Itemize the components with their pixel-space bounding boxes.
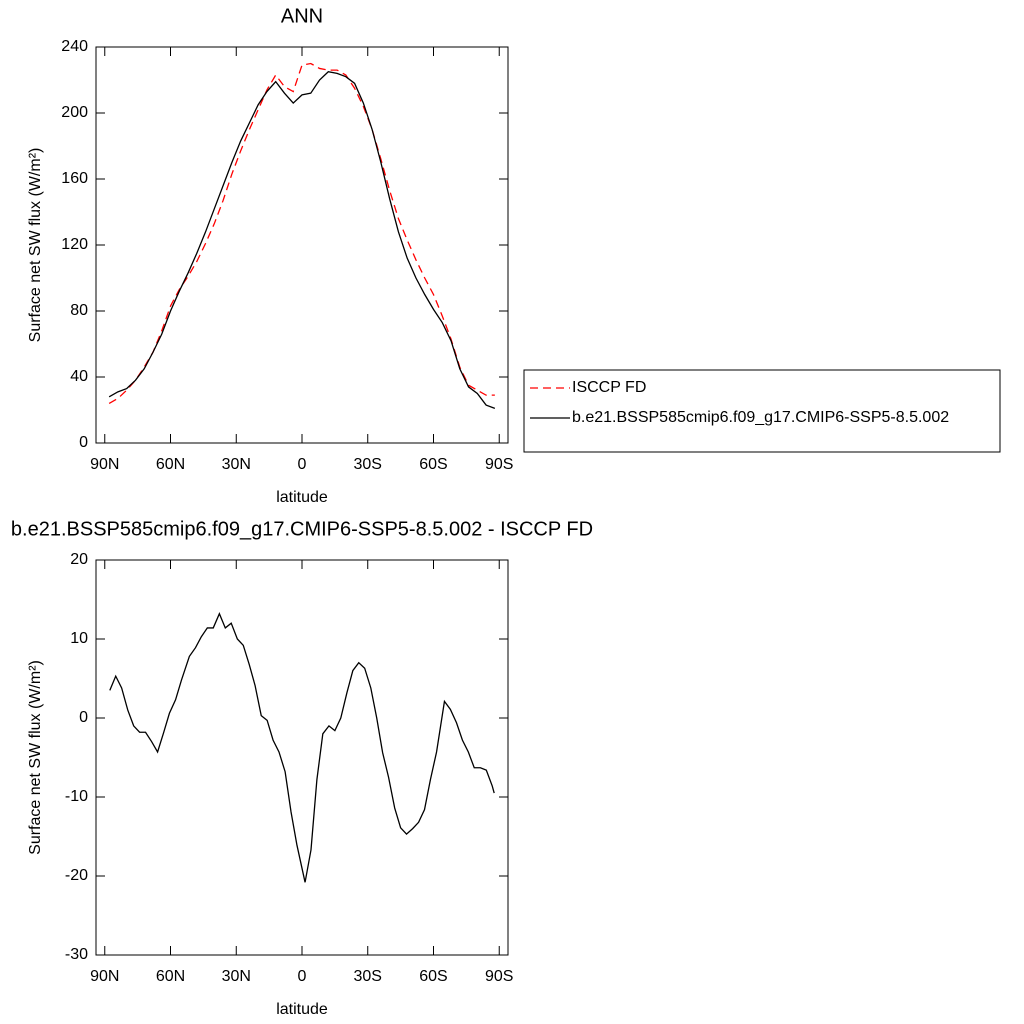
y-tick-label: -20	[65, 867, 88, 884]
x-tick-label: 60N	[156, 968, 185, 985]
y-axis-label: Surface net SW flux (W/m²)	[27, 660, 44, 855]
y-tick-label: 0	[79, 434, 88, 451]
y-tick-label: 20	[70, 551, 88, 568]
x-tick-label: 60N	[156, 456, 185, 473]
y-tick-label: 0	[79, 709, 88, 726]
plot-frame	[95, 559, 509, 956]
chart-title: ANN	[281, 5, 323, 27]
legend-label: ISCCP FD	[572, 379, 646, 396]
x-tick-label: 90S	[485, 456, 513, 473]
x-tick-label: 60S	[419, 456, 447, 473]
data-line	[108, 71, 496, 409]
x-tick-label: 30S	[354, 456, 382, 473]
data-line	[108, 62, 495, 404]
x-tick-label: 90N	[90, 456, 119, 473]
y-tick-label: -10	[65, 788, 88, 805]
x-tick-label: 30N	[222, 968, 251, 985]
x-tick-label: 0	[298, 456, 307, 473]
y-tick-label: 10	[70, 630, 88, 647]
y-tick-label: 160	[61, 170, 88, 187]
y-axis-label: Surface net SW flux (W/m²)	[27, 148, 44, 343]
x-tick-label: 90S	[485, 968, 513, 985]
x-tick-label: 30N	[222, 456, 251, 473]
plot-frame	[95, 46, 509, 444]
x-axis-label: latitude	[276, 489, 328, 506]
y-tick-label: 40	[70, 368, 88, 385]
x-axis-label: latitude	[276, 1001, 328, 1018]
legend-label: b.e21.BSSP585cmip6.f09_g17.CMIP6-SSP5-8.…	[572, 409, 949, 426]
x-tick-label: 90N	[90, 968, 119, 985]
data-line	[109, 612, 495, 883]
y-tick-label: -30	[65, 946, 88, 963]
chart-title: b.e21.BSSP585cmip6.f09_g17.CMIP6-SSP5-8.…	[11, 518, 593, 540]
y-tick-label: 80	[70, 302, 88, 319]
x-tick-label: 30S	[354, 968, 382, 985]
legend-box	[523, 369, 1001, 453]
x-tick-label: 60S	[419, 968, 447, 985]
y-tick-label: 120	[61, 236, 88, 253]
y-tick-label: 200	[61, 104, 88, 121]
x-tick-label: 0	[298, 968, 307, 985]
y-tick-label: 240	[61, 38, 88, 55]
